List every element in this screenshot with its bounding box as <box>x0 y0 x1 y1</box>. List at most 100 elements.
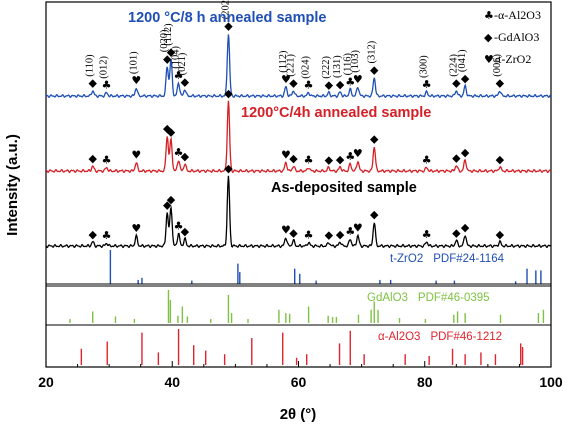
hkl-label: (024) <box>301 55 312 78</box>
peak-marker: ♣ <box>422 228 432 241</box>
x-tick-label: 20 <box>38 374 54 390</box>
peak-marker: ◆ <box>452 77 461 90</box>
peak-marker: ◆ <box>163 122 172 135</box>
ref-label-zro2: t-ZrO2 PDF#24-1164 <box>390 253 505 265</box>
peak-marker: ◆ <box>289 152 298 165</box>
peak-marker: ♥ <box>281 73 291 86</box>
hkl-label: (224) <box>448 53 459 76</box>
peak-marker: ♣ <box>304 79 314 92</box>
hkl-label: (116) <box>342 53 353 76</box>
peak-marker: ◆ <box>336 78 345 91</box>
peak-marker: ◆ <box>461 72 470 85</box>
peak-marker: ◆ <box>461 221 470 234</box>
hkl-label: (300) <box>419 55 430 78</box>
hkl-label: (110) <box>85 54 96 77</box>
peak-marker: ◆ <box>167 46 176 59</box>
peak-marker: ♣ <box>304 229 314 242</box>
peak-marker: ♣ <box>102 154 112 167</box>
peak-marker: ◆ <box>452 151 461 164</box>
peak-marker: ◆ <box>88 228 97 241</box>
peak-marker: ◆ <box>289 77 298 90</box>
series-title-8h: 1200 °C/8 h annealed sample <box>128 10 326 26</box>
peak-marker: ♥ <box>131 74 141 87</box>
peak-marker: ◆ <box>370 133 379 146</box>
peak-marker: ♣ <box>345 150 355 163</box>
x-tick-label: 60 <box>291 374 307 390</box>
legend-label-zirconia: -t-ZrO2 <box>494 52 531 66</box>
peak-marker: ♣ <box>102 229 112 242</box>
peak-marker: ◆ <box>496 153 505 166</box>
peak-marker: ◆ <box>163 198 172 211</box>
series-line <box>45 100 552 174</box>
hkl-label: (103) <box>350 50 361 73</box>
hkl-label: (131) <box>332 55 343 78</box>
peak-marker: ◆ <box>370 208 379 221</box>
hkl-label: (104) <box>171 46 182 69</box>
series-line <box>46 34 552 99</box>
peak-marker: ◆ <box>325 79 334 92</box>
peak-marker: ♣ <box>304 154 314 167</box>
peak-marker: ◆ <box>370 64 379 77</box>
peak-marker: ◆ <box>167 126 176 139</box>
hkl-label: (020) <box>159 29 170 52</box>
hkl-label: (112) <box>163 23 174 46</box>
peak-marker: ◆ <box>88 77 97 90</box>
peak-marker: ◆ <box>181 225 190 238</box>
peak-marker: ◆ <box>224 19 233 32</box>
peak-marker: ◆ <box>325 229 334 242</box>
hkl-label: (012) <box>99 55 110 78</box>
ref-label-gdalo3: GdAlO3 PDF#46-0395 <box>367 292 490 304</box>
legend: ♣ -α-Al2O3 ◆ -GdAlO3 ♥ -t-ZrO2 <box>484 8 541 66</box>
legend-symbol-diamond: ◆ <box>484 31 493 44</box>
peak-marker: ♥ <box>353 73 363 86</box>
x-tick-label: 80 <box>417 374 433 390</box>
peak-marker: ♣ <box>345 75 355 88</box>
peak-marker: ◆ <box>496 228 505 241</box>
peak-marker: ◆ <box>461 146 470 159</box>
peak-marker: ♥ <box>131 222 141 235</box>
peak-marker: ♥ <box>131 149 141 162</box>
y-axis-label: Intensity (a.u.) <box>4 134 21 236</box>
legend-label-alumina: -α-Al2O3 <box>494 8 541 22</box>
ref-label-alumina: α-Al2O3 PDF#46-1212 <box>378 331 502 343</box>
hkl-label: (112) <box>278 50 289 73</box>
peak-marker: ◆ <box>88 152 97 165</box>
hkl-label: (221) <box>286 53 297 76</box>
hkl-label: (222) <box>321 55 332 78</box>
series-title-as-deposited: As-deposited sample <box>271 180 417 196</box>
peak-marker: ◆ <box>167 193 176 206</box>
peak-marker: ♣ <box>102 79 112 92</box>
peak-marker: ◆ <box>181 150 190 163</box>
peak-marker: ♣ <box>422 78 432 91</box>
peak-marker: ♣ <box>174 219 184 232</box>
series-title-4h: 1200°C/4h annealed sample <box>241 105 431 121</box>
legend-symbol-heart: ♥ <box>484 53 494 66</box>
legend-label-gdalo3: -GdAlO3 <box>494 30 539 44</box>
peak-marker: ◆ <box>496 77 505 90</box>
hkl-label: (312) <box>366 40 377 63</box>
hkl-label: (202) <box>220 0 231 19</box>
legend-symbol-club: ♣ <box>484 9 494 22</box>
peak-marker: ♣ <box>174 69 184 82</box>
peak-marker: ◆ <box>181 75 190 88</box>
peak-marker: ♣ <box>422 154 432 167</box>
hkl-label: (006) <box>492 53 503 76</box>
peak-marker: ♥ <box>281 149 291 162</box>
peak-marker: ◆ <box>336 228 345 241</box>
peak-marker: ◆ <box>163 52 172 65</box>
peak-marker: ◆ <box>452 226 461 239</box>
hkl-label: (021) <box>177 52 188 75</box>
peak-marker: ♥ <box>353 147 363 160</box>
hkl-label: (041) <box>457 49 468 72</box>
peak-marker: ◆ <box>289 226 298 239</box>
peak-marker: ◆ <box>336 153 345 166</box>
peak-marker: ♥ <box>353 222 363 235</box>
x-tick-label: 40 <box>164 374 180 390</box>
peak-marker: ◆ <box>224 162 233 175</box>
peak-marker: ◆ <box>224 87 233 100</box>
hkl-label: (101) <box>128 51 139 74</box>
x-tick-label: 100 <box>539 374 563 390</box>
x-axis-label: 2θ (°) <box>280 406 317 423</box>
series-line <box>45 175 552 249</box>
